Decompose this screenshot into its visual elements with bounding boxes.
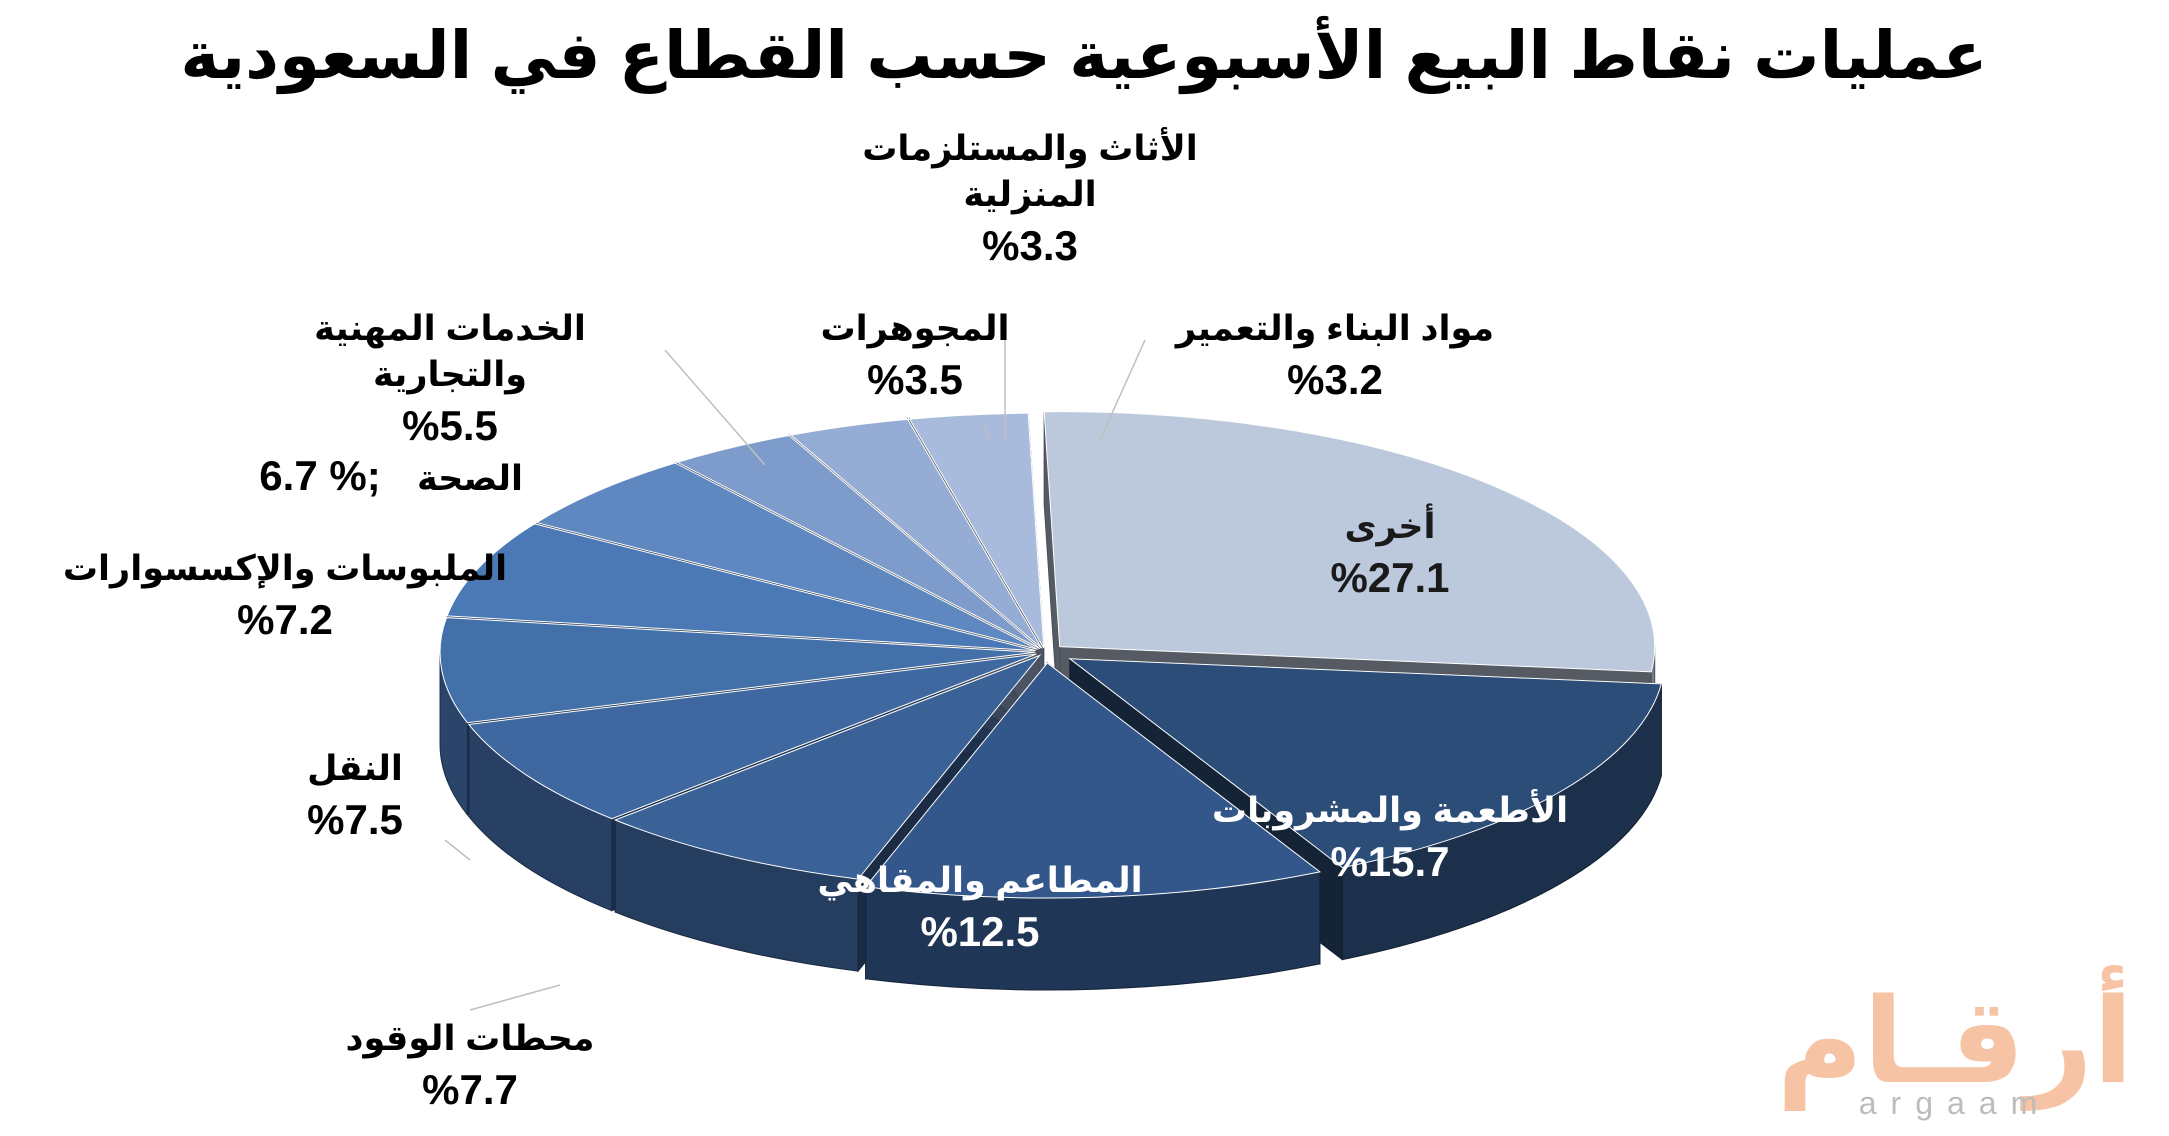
- slice-4-leader-line: [469, 984, 561, 1011]
- slice-5-label-name: النقل: [307, 749, 403, 788]
- slice-3-label: المطاعم والمقاهي %12.5: [817, 861, 1142, 955]
- slice-3-label-value: %12.5: [920, 908, 1039, 955]
- slice-1-label-name: أخرى: [1344, 503, 1435, 547]
- slice-8-top: [535, 462, 1038, 650]
- slice-1-label: أخرى %27.1: [1330, 503, 1449, 601]
- slice-7-label-name: الصحة: [417, 459, 523, 498]
- slice-9-leader-line: [984, 424, 991, 441]
- slice-2-top: [1068, 658, 1662, 869]
- slice-4-label-value: %7.7: [422, 1066, 518, 1113]
- slice-5-label: النقل %7.5: [307, 749, 403, 843]
- slice-9-label-name: المجوهرات: [821, 309, 1010, 349]
- slice-2-label: الأطعمة والمشروبات %15.7: [1212, 788, 1568, 885]
- data-labels: أخرى %27.1 الأطعمة والمشروبات %15.7 المطاعم …: [63, 126, 1568, 1113]
- slice-10-label-value: %3.3: [982, 222, 1078, 269]
- slice-7-label-value: 6.7 %;: [259, 452, 380, 499]
- slice-7-top: [446, 523, 1036, 652]
- slice-11-top: [908, 412, 1045, 649]
- slice-11-label-value: %3.2: [1287, 356, 1383, 403]
- slice-11-leader-line: [1099, 339, 1146, 441]
- slice-1-label-value: %27.1: [1330, 554, 1449, 601]
- slice-3-top: [864, 662, 1322, 899]
- slice-1-top: [1043, 411, 1656, 673]
- slice-6-label-name: الملبوسات والإكسسوارات: [63, 549, 507, 589]
- slice-4-top: [613, 654, 1042, 880]
- slice-10-label-name: المنزلية: [963, 175, 1096, 215]
- slice-8-label-name: والتجارية: [373, 355, 527, 395]
- chart-title: عمليات نقاط البيع الأسبوعية حسب القطاع ف…: [180, 15, 1987, 95]
- slice-5-label-value: %7.5: [307, 796, 403, 843]
- slice-6-top: [439, 617, 1036, 724]
- slice-4-label: محطات الوقود %7.7: [346, 1019, 595, 1113]
- slice-11-label: مواد البناء والتعمير %3.2: [1174, 309, 1494, 403]
- pie-slices: [439, 411, 1662, 899]
- slice-10-label-name: الأثاث والمستلزمات: [862, 126, 1198, 169]
- slice-5-leader-line: [444, 839, 471, 861]
- slice-8-label: الخدمات المهنية والتجارية %5.5: [314, 309, 586, 449]
- watermark-latin: argaam: [1859, 1085, 2052, 1121]
- slice-11-label-name: مواد البناء والتعمير: [1174, 309, 1494, 349]
- slice-8-label-value: %5.5: [402, 402, 498, 449]
- watermark-arabic: أرقـام: [1777, 964, 2134, 1111]
- slice-9-label: المجوهرات %3.5: [821, 309, 1010, 403]
- slice-3-label-name: المطاعم والمقاهي: [817, 861, 1142, 901]
- slice-4-label-name: محطات الوقود: [346, 1019, 595, 1059]
- slice-8-label-name: الخدمات المهنية: [314, 309, 586, 349]
- slice-10-label: الأثاث والمستلزمات المنزلية %3.3: [862, 126, 1198, 269]
- slice-2-label-value: %15.7: [1330, 838, 1449, 885]
- slice-10-top: [789, 418, 1043, 649]
- slice-9-top: [675, 434, 1041, 650]
- slice-7-label: الصحة 6.7 %;: [259, 452, 523, 499]
- slice-6-label: الملبوسات والإكسسوارات %7.2: [63, 549, 507, 643]
- leader-lines: [444, 325, 1146, 1011]
- slice-6-label-value: %7.2: [237, 596, 333, 643]
- slice-8-leader-line: [664, 349, 766, 466]
- slice-2-label-name: الأطعمة والمشروبات: [1212, 788, 1568, 831]
- argaam-logo-watermark: أرقـام argaam: [1777, 964, 2134, 1121]
- slice-9-label-value: %3.5: [867, 356, 963, 403]
- slice-5-top: [467, 653, 1037, 820]
